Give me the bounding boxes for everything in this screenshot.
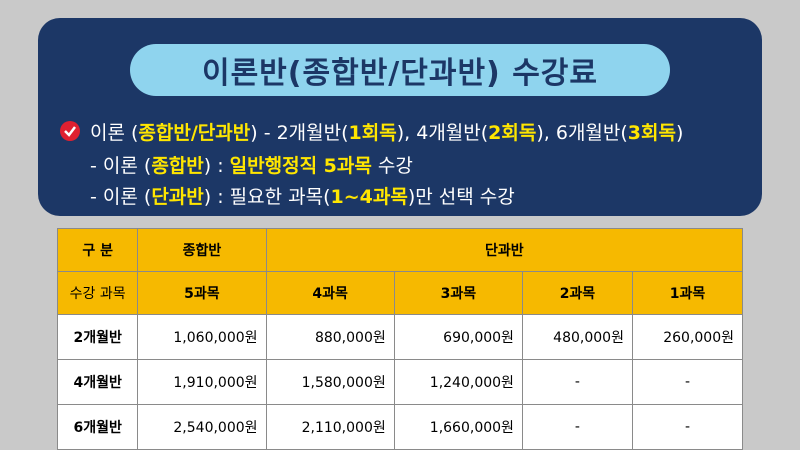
bullet-line: 이론 (종합반/단과반) - 2개월반(1회독), 4개월반(2회독), 6개월…: [90, 118, 683, 145]
header-cell: 5과목: [137, 271, 267, 315]
header-row: 수강 과목 5과목 4과목 3과목 2과목 1과목: [56, 271, 744, 315]
text-segment: 1~4과목: [330, 186, 408, 208]
cell: 4개월반: [56, 359, 139, 405]
bullet-line: - 이론 (단과반) : 필요한 과목(1~4과목)만 선택 수강: [90, 182, 515, 209]
text-segment: - 이론 (: [90, 186, 152, 208]
body-row: 4개월반 1,910,000원 1,580,000원 1,240,000원 - -: [56, 359, 744, 405]
cell: -: [631, 404, 744, 450]
cell: 6개월반: [56, 404, 139, 450]
cell: 1,240,000원: [393, 359, 523, 405]
cell: 480,000원: [521, 314, 633, 360]
text-segment: 1회독: [348, 122, 397, 144]
cell: 690,000원: [393, 314, 523, 360]
price-table: 구 분 종합반 단과반 수강 과목 5과목 4과목 3과목 2과목 1과목 2개월반 1,0…: [56, 228, 744, 450]
header-cell: 4과목: [265, 271, 395, 315]
text-segment: 이론 (: [90, 122, 139, 144]
text-segment: ) :: [203, 155, 230, 177]
cell: 2개월반: [56, 314, 139, 360]
cell: 1,660,000원: [393, 404, 523, 450]
header-cell: 종합반: [137, 228, 267, 272]
text-segment: ): [675, 122, 684, 144]
text-segment: ), 4개월반(: [396, 122, 489, 144]
bullet-line: - 이론 (종합반) : 일반행정직 5과목 수강: [90, 151, 413, 178]
text-segment: 일반행정직 5과목: [229, 155, 372, 177]
cell: 1,060,000원: [137, 314, 267, 360]
cell: 260,000원: [631, 314, 744, 360]
text-segment: 종합반: [151, 155, 204, 177]
cell: -: [521, 359, 633, 405]
header-row: 구 분 종합반 단과반: [56, 228, 744, 272]
body-row: 6개월반 2,540,000원 2,110,000원 1,660,000원 - -: [56, 404, 744, 450]
text-segment: 3회독: [627, 122, 676, 144]
cell: 880,000원: [265, 314, 395, 360]
header-cell: 1과목: [631, 271, 744, 315]
header-cell: 수강 과목: [56, 271, 139, 315]
text-segment: ) - 2개월반(: [250, 122, 349, 144]
cell: 1,580,000원: [265, 359, 395, 405]
text-segment: ) : 필요한 과목(: [203, 186, 331, 208]
cell: -: [631, 359, 744, 405]
header-cell: 2과목: [521, 271, 633, 315]
text-segment: 수강: [371, 155, 413, 177]
info-panel: 이론반(종합반/단과반) 수강료 이론 (종합반/단과반) - 2개월반(1회독…: [38, 18, 762, 216]
title: 이론반(종합반/단과반) 수강료: [130, 44, 670, 96]
header-cell: 단과반: [265, 228, 744, 272]
cell: -: [521, 404, 633, 450]
text-segment: 종합반/단과반: [138, 122, 251, 144]
header-cell: 구 분: [56, 228, 139, 272]
text-segment: 단과반: [151, 186, 204, 208]
body-row: 2개월반 1,060,000원 880,000원 690,000원 480,000원 26…: [56, 314, 744, 360]
text-segment: - 이론 (: [90, 155, 152, 177]
cell: 1,910,000원: [137, 359, 267, 405]
text-segment: )만 선택 수강: [407, 186, 515, 208]
cell: 2,110,000원: [265, 404, 395, 450]
text-segment: ), 6개월반(: [536, 122, 628, 144]
header-cell: 3과목: [393, 271, 523, 315]
cell: 2,540,000원: [137, 404, 267, 450]
check-icon: [60, 121, 80, 141]
text-segment: 2회독: [488, 122, 537, 144]
